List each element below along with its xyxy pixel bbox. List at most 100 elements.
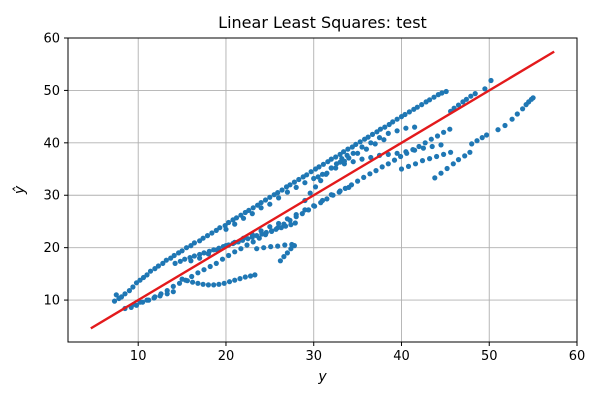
data-point <box>179 248 185 254</box>
data-point <box>293 212 299 218</box>
x-tick-label: 40 <box>393 349 410 364</box>
data-point <box>391 157 398 163</box>
data-point <box>372 141 378 147</box>
data-point <box>441 151 447 157</box>
data-point <box>250 239 256 245</box>
data-point <box>422 140 428 146</box>
chart-title: Linear Least Squares: test <box>218 13 427 32</box>
data-point <box>472 91 478 97</box>
data-point <box>479 135 485 141</box>
data-point <box>254 233 260 239</box>
data-point <box>288 246 294 252</box>
data-point <box>369 131 376 137</box>
data-point <box>385 161 391 167</box>
data-point <box>318 178 324 184</box>
data-point <box>350 159 356 165</box>
data-point <box>292 220 298 226</box>
data-point <box>333 154 339 160</box>
data-point <box>403 149 409 155</box>
data-point <box>305 207 312 213</box>
data-point <box>171 252 177 259</box>
data-point <box>277 258 283 264</box>
data-point <box>211 282 217 288</box>
data-point <box>113 292 119 298</box>
data-point <box>337 188 343 194</box>
data-point <box>359 156 365 162</box>
data-point <box>281 254 287 260</box>
data-point <box>183 245 190 251</box>
y-tick-label: 30 <box>43 189 60 204</box>
data-points <box>111 77 536 312</box>
data-point <box>302 180 308 186</box>
data-point <box>381 137 387 143</box>
data-point <box>403 125 409 131</box>
data-point <box>307 190 313 196</box>
data-point <box>267 224 273 230</box>
data-point <box>439 90 445 96</box>
data-point <box>482 86 488 92</box>
data-point <box>201 267 207 273</box>
data-point <box>261 245 267 251</box>
data-point <box>195 270 201 276</box>
data-point <box>244 242 250 248</box>
data-point <box>412 147 418 153</box>
data-point <box>328 156 334 162</box>
data-point <box>312 184 319 190</box>
data-point <box>221 280 227 286</box>
data-point <box>367 171 373 177</box>
data-point <box>315 174 321 180</box>
data-point <box>368 140 374 146</box>
data-point <box>288 222 294 228</box>
data-point <box>428 136 434 142</box>
data-point <box>469 141 475 147</box>
data-point <box>484 132 490 138</box>
data-point <box>328 192 334 198</box>
data-point <box>412 161 419 167</box>
data-point <box>188 258 194 264</box>
data-point <box>226 219 232 226</box>
data-point <box>467 149 473 155</box>
data-point <box>488 77 494 84</box>
data-point <box>144 297 150 303</box>
data-point <box>258 228 264 234</box>
data-point <box>434 153 440 160</box>
data-point <box>284 216 290 222</box>
data-point <box>176 280 183 286</box>
data-point <box>282 242 288 248</box>
data-point <box>232 249 238 255</box>
data-point <box>427 156 433 162</box>
data-point <box>289 241 295 248</box>
data-point <box>416 143 422 150</box>
data-point <box>252 272 258 278</box>
data-point <box>379 164 385 170</box>
y-tick-label: 60 <box>43 32 60 47</box>
data-point <box>254 246 260 252</box>
data-point <box>200 281 206 287</box>
data-point <box>249 211 255 217</box>
data-point <box>207 263 213 270</box>
data-point <box>341 149 347 155</box>
data-point <box>226 252 232 259</box>
data-point <box>319 171 326 177</box>
data-point <box>247 273 254 279</box>
data-point <box>283 223 289 229</box>
data-point <box>447 126 453 132</box>
data-point <box>398 166 405 172</box>
data-point <box>394 116 400 122</box>
data-point <box>273 226 279 232</box>
x-axis-title: y <box>317 369 327 385</box>
data-point <box>195 280 201 286</box>
x-tick-label: 10 <box>130 349 147 364</box>
data-point <box>238 246 244 252</box>
data-point <box>201 250 207 256</box>
data-point <box>324 196 330 202</box>
data-point <box>350 150 356 156</box>
data-point <box>219 256 226 262</box>
data-point <box>337 151 343 157</box>
data-point <box>385 130 391 136</box>
data-point <box>172 260 178 266</box>
data-point <box>155 263 161 269</box>
data-point <box>324 170 330 176</box>
data-point <box>276 195 282 201</box>
